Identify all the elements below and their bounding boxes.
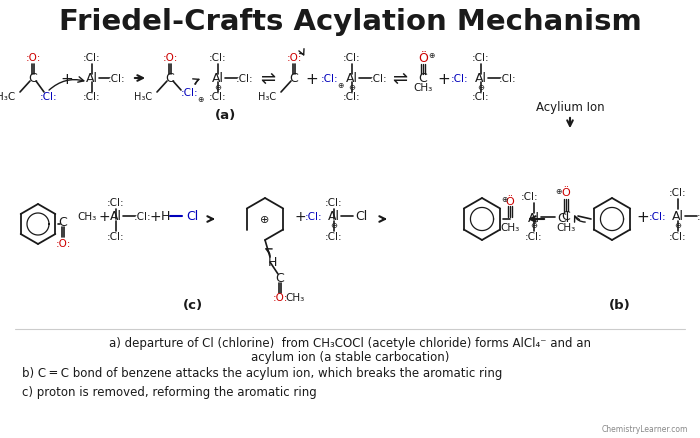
- Text: H₃C: H₃C: [0, 92, 15, 102]
- Text: ⊖: ⊖: [330, 221, 337, 230]
- Text: :Cl:: :Cl:: [134, 212, 152, 222]
- Text: ⊕: ⊕: [260, 215, 270, 225]
- Text: :Cl:: :Cl:: [83, 53, 101, 63]
- Text: Ö: Ö: [561, 187, 570, 198]
- Text: :Cl:: :Cl:: [525, 231, 542, 241]
- Text: Al: Al: [672, 210, 684, 223]
- Text: :Cl:: :Cl:: [107, 198, 125, 208]
- Text: :Cl:: :Cl:: [321, 74, 339, 84]
- Text: +: +: [61, 71, 74, 86]
- Text: Al: Al: [475, 72, 487, 85]
- Text: Cl: Cl: [557, 211, 569, 224]
- Text: :O:: :O:: [286, 53, 302, 63]
- Text: Acylium Ion: Acylium Ion: [536, 101, 604, 114]
- Text: :Cl:: :Cl:: [370, 74, 388, 84]
- Text: :Cl:: :Cl:: [669, 187, 687, 198]
- Text: ⊕: ⊕: [555, 186, 561, 195]
- Text: +: +: [294, 209, 306, 223]
- Text: C: C: [59, 215, 67, 228]
- Text: ⊕: ⊕: [500, 194, 508, 203]
- Text: ⊖: ⊖: [531, 221, 538, 230]
- Text: C: C: [419, 72, 428, 85]
- Text: CH₃: CH₃: [78, 212, 97, 222]
- Text: C: C: [561, 210, 570, 223]
- Text: Al: Al: [528, 211, 540, 224]
- Text: :Cl:: :Cl:: [473, 92, 490, 102]
- Text: :O:: :O:: [272, 292, 288, 302]
- Text: Al: Al: [110, 210, 122, 223]
- Text: :Cl:: :Cl:: [343, 92, 360, 102]
- Text: :Cl:: :Cl:: [181, 88, 199, 98]
- Text: acylum ion (a stable carbocation): acylum ion (a stable carbocation): [251, 351, 449, 364]
- Text: (c): (c): [183, 298, 203, 311]
- Text: Cl: Cl: [186, 210, 198, 223]
- Text: ⊖: ⊖: [675, 220, 682, 229]
- Text: ⇌: ⇌: [393, 70, 407, 88]
- Text: :Cl:: :Cl:: [343, 53, 360, 63]
- Text: Friedel-Crafts Acylation Mechanism: Friedel-Crafts Acylation Mechanism: [59, 8, 641, 36]
- Text: :Cl:: :Cl:: [669, 231, 687, 241]
- Text: ChemistryLearner.com: ChemistryLearner.com: [601, 424, 688, 434]
- Text: H₃C: H₃C: [258, 92, 276, 102]
- Text: ⊖: ⊖: [349, 82, 356, 91]
- Text: :Cl:: :Cl:: [326, 198, 343, 208]
- Text: ⇌: ⇌: [260, 70, 276, 88]
- Text: Ö: Ö: [505, 197, 514, 207]
- Text: :Cl:: :Cl:: [40, 92, 58, 102]
- Text: :Cl:: :Cl:: [649, 212, 667, 222]
- Text: ⊖: ⊖: [214, 82, 221, 91]
- Text: +: +: [98, 209, 110, 223]
- Text: CH₃: CH₃: [500, 223, 519, 233]
- Text: Al: Al: [212, 72, 224, 85]
- Text: :Cl:: :Cl:: [499, 74, 517, 84]
- Text: :Cl:: :Cl:: [522, 191, 539, 201]
- Text: +: +: [149, 209, 161, 223]
- Text: ⊕: ⊕: [337, 80, 343, 89]
- Text: C: C: [290, 72, 298, 85]
- Text: :Cl:: :Cl:: [326, 231, 343, 241]
- Text: :Cl:: :Cl:: [697, 212, 700, 222]
- Text: (a): (a): [214, 108, 236, 121]
- Text: :Cl:: :Cl:: [108, 74, 126, 84]
- Text: Ö: Ö: [418, 51, 428, 64]
- Text: +: +: [636, 209, 650, 224]
- Text: +: +: [438, 71, 450, 86]
- Text: :O:: :O:: [162, 53, 178, 63]
- Text: H: H: [267, 256, 276, 269]
- Text: :Cl:: :Cl:: [236, 74, 254, 84]
- Text: :Cl:: :Cl:: [83, 92, 101, 102]
- Text: +: +: [306, 71, 318, 86]
- Text: :Cl:: :Cl:: [473, 53, 490, 63]
- Text: CH₃: CH₃: [414, 83, 433, 93]
- Text: C: C: [276, 271, 284, 284]
- Text: :Cl:: :Cl:: [209, 53, 227, 63]
- Text: (b): (b): [609, 298, 631, 311]
- Text: :O:: :O:: [55, 238, 71, 248]
- Text: Al: Al: [328, 210, 340, 223]
- Text: C: C: [29, 72, 37, 85]
- Text: CH₃: CH₃: [556, 223, 575, 233]
- Text: ⊕: ⊕: [428, 50, 434, 60]
- Text: Al: Al: [86, 72, 98, 85]
- Text: c) proton is removed, reforming the aromatic ring: c) proton is removed, reforming the arom…: [22, 385, 316, 399]
- Text: b) C ═ C bond of benzene attacks the acylum ion, which breaks the aromatic ring: b) C ═ C bond of benzene attacks the acy…: [22, 367, 503, 380]
- Text: :Cl:: :Cl:: [305, 212, 323, 222]
- Text: H₃C: H₃C: [134, 92, 152, 102]
- Text: a) departure of Cl (chlorine)  from CH₃COCl (acetyle chloride) forms AlCl₄⁻ and : a) departure of Cl (chlorine) from CH₃CO…: [109, 337, 591, 350]
- Text: H: H: [160, 210, 169, 223]
- Text: CH₃: CH₃: [286, 292, 304, 302]
- Text: C: C: [166, 72, 174, 85]
- Text: Cl: Cl: [355, 210, 367, 223]
- Text: :O:: :O:: [25, 53, 41, 63]
- Text: :Cl:: :Cl:: [209, 92, 227, 102]
- Text: :Cl:: :Cl:: [452, 74, 469, 84]
- Text: Al: Al: [346, 72, 358, 85]
- Text: ⊕: ⊕: [197, 94, 203, 103]
- Text: :Cl:: :Cl:: [107, 231, 125, 241]
- Text: ⊖: ⊖: [477, 82, 484, 91]
